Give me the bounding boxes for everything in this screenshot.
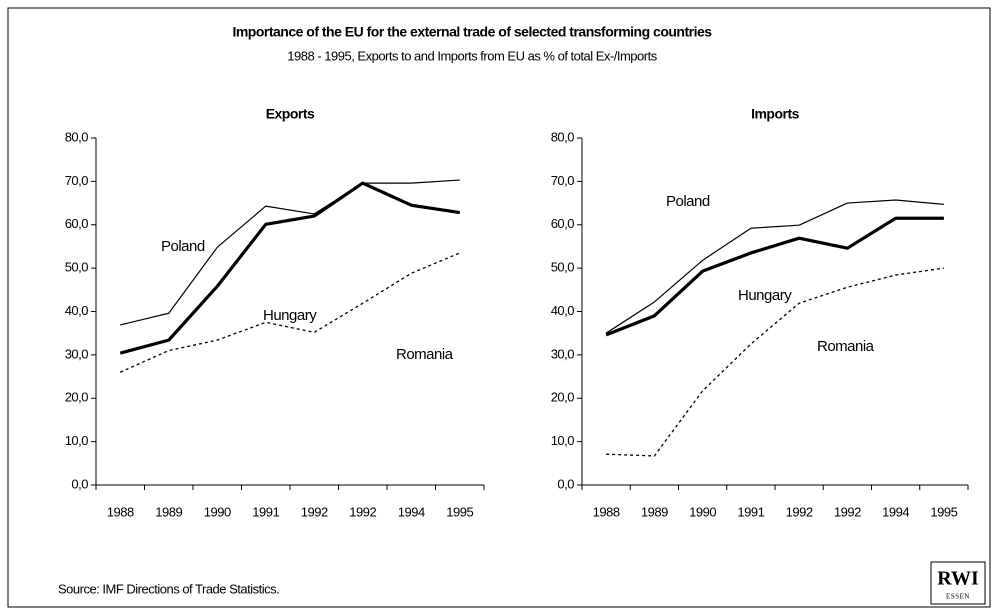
y-tick-label: 40,0 xyxy=(551,303,575,318)
series-line xyxy=(120,179,460,326)
series-label: Romania xyxy=(817,338,875,355)
y-tick-label: 50,0 xyxy=(65,260,89,275)
y-tick-label: 70,0 xyxy=(551,173,575,188)
x-tick-label: 1991 xyxy=(252,504,279,519)
panel-title: Imports xyxy=(751,106,800,122)
x-tick-label: 1994 xyxy=(882,504,909,519)
series-label: Poland xyxy=(161,238,205,255)
x-tick-label: 1991 xyxy=(737,504,764,519)
x-tick-label: 1992 xyxy=(834,504,861,519)
x-tick-label: 1988 xyxy=(107,504,134,519)
chart-title: Importance of the EU for the external tr… xyxy=(232,24,712,40)
x-tick-label: 1995 xyxy=(446,504,473,519)
y-tick-label: 80,0 xyxy=(551,129,575,144)
y-tick-label: 20,0 xyxy=(551,390,575,405)
series-line xyxy=(119,181,460,355)
series-label: Romania xyxy=(396,346,454,363)
logo-box xyxy=(930,561,986,605)
series-label: Poland xyxy=(666,193,710,210)
chart-subtitle: 1988 - 1995, Exports to and Imports from… xyxy=(287,48,657,63)
series-label: Hungary xyxy=(263,307,317,324)
x-tick-label: 1990 xyxy=(204,504,231,519)
series-line xyxy=(119,252,461,373)
panel-title: Exports xyxy=(266,106,315,122)
y-tick-label: 0,0 xyxy=(557,476,574,491)
x-tick-label: 1989 xyxy=(155,504,182,519)
x-tick-label: 1992 xyxy=(349,504,376,519)
y-tick-label: 0,0 xyxy=(71,476,88,491)
x-tick-label: 1992 xyxy=(786,504,813,519)
x-tick-label: 1989 xyxy=(641,504,668,519)
y-tick-label: 60,0 xyxy=(551,216,575,231)
logo-city: ESSEN xyxy=(946,593,970,601)
y-tick-label: 40,0 xyxy=(65,303,89,318)
y-tick-label: 30,0 xyxy=(551,346,575,361)
x-tick-label: 1994 xyxy=(398,504,425,519)
series-label: Hungary xyxy=(738,287,792,304)
y-tick-label: 10,0 xyxy=(551,433,575,448)
source-note: Source: IMF Directions of Trade Statisti… xyxy=(58,581,279,596)
y-tick-label: 10,0 xyxy=(65,433,89,448)
series-line xyxy=(605,199,944,334)
x-tick-label: 1988 xyxy=(593,504,620,519)
y-tick-label: 30,0 xyxy=(65,346,89,361)
y-tick-label: 50,0 xyxy=(551,260,575,275)
y-tick-label: 80,0 xyxy=(65,129,89,144)
x-tick-label: 1995 xyxy=(930,504,957,519)
series-line xyxy=(606,267,944,457)
y-tick-label: 70,0 xyxy=(65,173,89,188)
frame xyxy=(7,7,991,608)
logo-name: RWI xyxy=(937,568,979,590)
y-tick-label: 60,0 xyxy=(65,216,89,231)
x-tick-label: 1992 xyxy=(301,504,328,519)
y-tick-label: 20,0 xyxy=(65,390,89,405)
x-tick-label: 1990 xyxy=(689,504,716,519)
series-line xyxy=(605,216,944,337)
